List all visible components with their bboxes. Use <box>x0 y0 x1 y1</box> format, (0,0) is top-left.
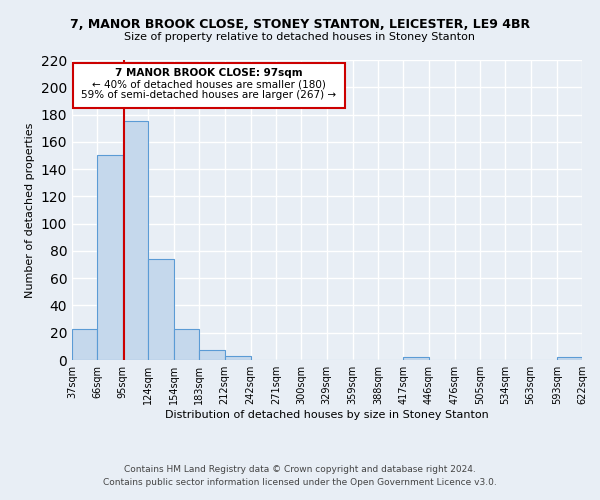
Text: ← 40% of detached houses are smaller (180): ← 40% of detached houses are smaller (18… <box>92 79 326 89</box>
Text: Contains HM Land Registry data © Crown copyright and database right 2024.: Contains HM Land Registry data © Crown c… <box>124 466 476 474</box>
Bar <box>199 350 224 360</box>
Bar <box>224 356 251 360</box>
Bar <box>97 156 122 360</box>
Bar <box>122 122 148 360</box>
Bar <box>148 259 174 360</box>
Text: 59% of semi-detached houses are larger (267) →: 59% of semi-detached houses are larger (… <box>82 90 337 100</box>
Bar <box>557 358 582 360</box>
X-axis label: Distribution of detached houses by size in Stoney Stanton: Distribution of detached houses by size … <box>165 410 489 420</box>
Text: Contains public sector information licensed under the Open Government Licence v3: Contains public sector information licen… <box>103 478 497 487</box>
Bar <box>403 358 428 360</box>
Y-axis label: Number of detached properties: Number of detached properties <box>25 122 35 298</box>
Bar <box>174 328 199 360</box>
Text: Size of property relative to detached houses in Stoney Stanton: Size of property relative to detached ho… <box>125 32 476 42</box>
Text: 7 MANOR BROOK CLOSE: 97sqm: 7 MANOR BROOK CLOSE: 97sqm <box>115 68 302 78</box>
FancyBboxPatch shape <box>73 62 345 108</box>
Bar <box>72 328 97 360</box>
Text: 7, MANOR BROOK CLOSE, STONEY STANTON, LEICESTER, LE9 4BR: 7, MANOR BROOK CLOSE, STONEY STANTON, LE… <box>70 18 530 30</box>
